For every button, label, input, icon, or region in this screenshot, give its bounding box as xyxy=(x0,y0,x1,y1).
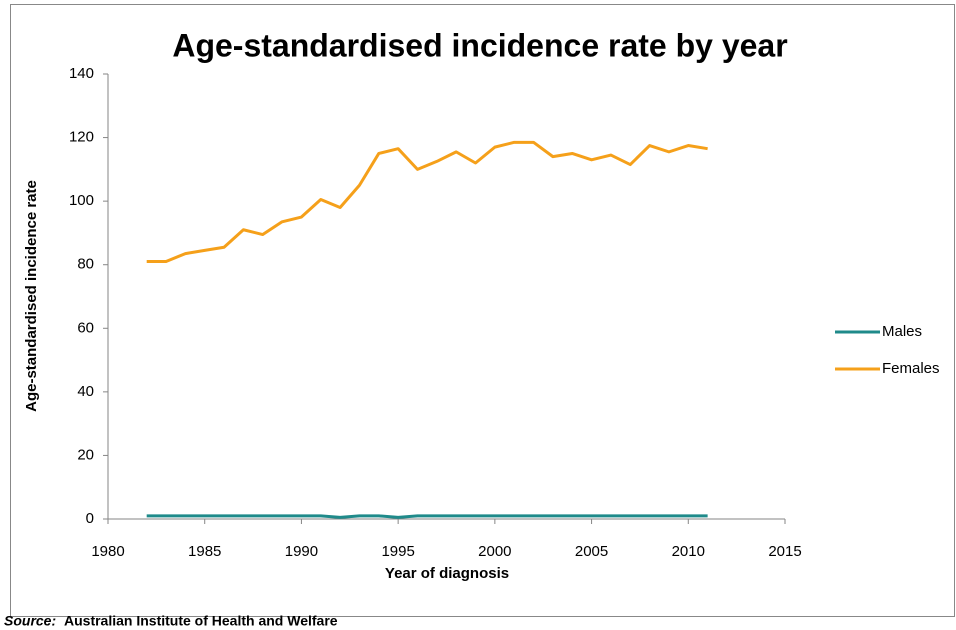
chart-title: Age-standardised incidence rate by year xyxy=(172,27,787,63)
x-tick-label: 2015 xyxy=(768,543,801,560)
x-tick-label: 2005 xyxy=(575,543,608,560)
chart-frame xyxy=(10,4,955,617)
y-tick-label: 100 xyxy=(69,192,94,209)
legend-label: Males xyxy=(882,323,922,340)
y-tick-label: 0 xyxy=(86,510,94,527)
series-line xyxy=(146,514,708,519)
y-tick-label: 40 xyxy=(77,383,94,400)
source-label: Source: xyxy=(4,613,56,629)
legend-label: Females xyxy=(882,360,940,377)
y-axis-title: Age-standardised incidence rate xyxy=(23,180,40,412)
x-tick-label: 1995 xyxy=(381,543,414,560)
x-tick-label: 1985 xyxy=(188,543,221,560)
x-tick-label: 2010 xyxy=(672,543,705,560)
y-tick-label: 120 xyxy=(69,129,94,146)
x-tick-label: 2000 xyxy=(478,543,511,560)
x-axis-title: Year of diagnosis xyxy=(385,565,509,582)
x-tick-label: 1980 xyxy=(91,543,124,560)
x-tick-label: 1990 xyxy=(285,543,318,560)
series-line xyxy=(146,140,708,264)
y-tick-label: 60 xyxy=(77,319,94,336)
y-tick-label: 20 xyxy=(77,446,94,463)
y-tick-label: 80 xyxy=(77,256,94,273)
source-text: Australian Institute of Health and Welfa… xyxy=(64,613,338,629)
y-tick-label: 140 xyxy=(69,65,94,82)
